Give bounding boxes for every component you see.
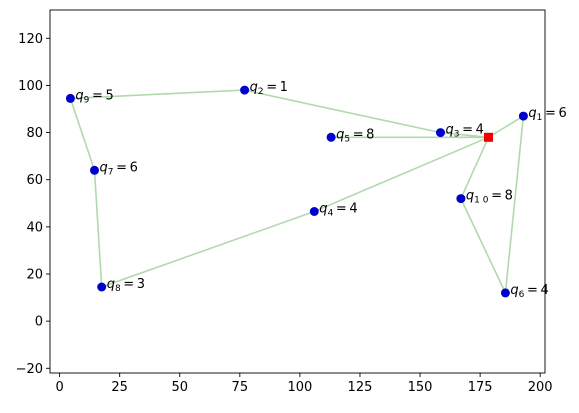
y-tick-label: 100 (18, 79, 43, 94)
customer-point-7 (456, 194, 466, 204)
customer-point-8 (309, 207, 319, 216)
customer-point-3 (326, 132, 336, 142)
point-label-9: q8 = 3 (107, 277, 145, 294)
x-tick-label: 100 (287, 380, 312, 395)
y-tick-label: 20 (26, 268, 43, 283)
point-label-5: q1 = 6 (528, 106, 566, 123)
depot-marker (484, 132, 493, 142)
y-tick-label: 120 (18, 32, 43, 47)
x-tick-label: 200 (528, 380, 553, 395)
customer-point-1 (65, 93, 75, 103)
x-tick-label: 25 (111, 380, 128, 395)
x-tick-label: 0 (55, 380, 63, 395)
point-label-8: q4 = 4 (319, 202, 357, 219)
point-label-3: q5 = 8 (336, 127, 374, 144)
point-labels: q9 = 5 q2 = 1 q5 = 8 q3 = 4 q1 = 6 q7 = 6 q1 0… (75, 80, 566, 300)
point-label-2: q2 = 1 (250, 80, 288, 97)
customer-point-6 (90, 165, 99, 175)
x-tick-label: 75 (232, 380, 249, 395)
y-tick-label: 0 (35, 315, 43, 330)
customer-point-9 (97, 282, 107, 292)
customer-point-10 (500, 288, 510, 298)
y-tick-label: 60 (26, 173, 43, 188)
x-tick-label: 175 (468, 380, 493, 395)
customer-points (65, 85, 528, 298)
point-label-7: q1 0 = 8 (466, 189, 513, 206)
depot-marker-group (484, 132, 493, 142)
y-tick-label: 80 (26, 126, 43, 141)
x-tick-label: 50 (171, 380, 188, 395)
point-label-6: q7 = 6 (100, 160, 138, 177)
point-label-10: q6 = 4 (510, 283, 548, 300)
y-tick-label: −20 (16, 362, 43, 377)
point-label-1: q9 = 5 (75, 88, 113, 105)
axes-frame (49, 9, 546, 374)
y-tick-label: 40 (26, 220, 43, 235)
customer-point-4 (436, 128, 445, 138)
axes: 0 25 50 75 100 125 150 175 200 −20 0 20 40 60 80 100 120 (16, 9, 553, 395)
x-tick-label: 150 (408, 380, 433, 395)
route-line-1 (69, 89, 489, 288)
customer-point-5 (518, 111, 528, 121)
x-tick-label: 125 (348, 380, 373, 395)
point-label-4: q3 = 4 (446, 123, 484, 140)
customer-point-2 (240, 85, 250, 95)
